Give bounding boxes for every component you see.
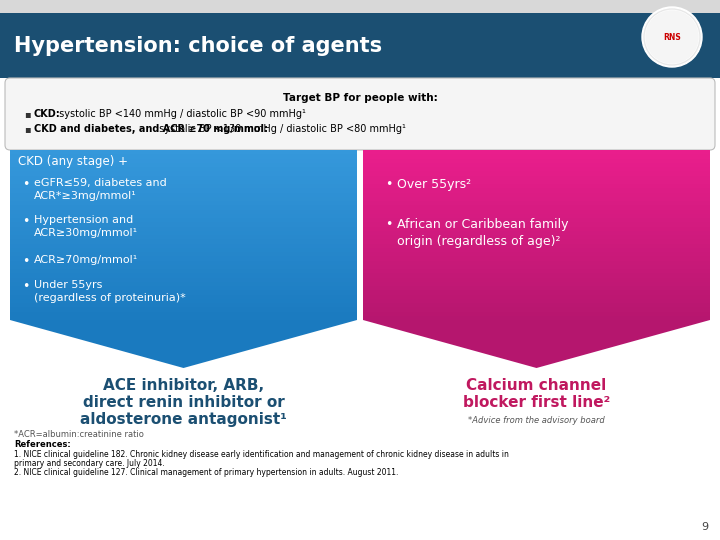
Bar: [363, 197, 710, 201]
Bar: [363, 269, 710, 273]
Bar: [363, 201, 710, 205]
Bar: [363, 299, 710, 303]
Polygon shape: [10, 320, 357, 368]
Bar: [363, 248, 710, 252]
Bar: [10, 278, 357, 282]
Bar: [10, 192, 357, 197]
Text: 9: 9: [701, 522, 708, 532]
Bar: [10, 252, 357, 256]
Bar: [10, 282, 357, 286]
Text: ACE inhibitor, ARB,: ACE inhibitor, ARB,: [103, 378, 264, 393]
Bar: [10, 291, 357, 294]
Bar: [10, 299, 357, 303]
Bar: [363, 278, 710, 282]
Text: systolic BP <130 mmHg / diastolic BP <80 mmHg¹: systolic BP <130 mmHg / diastolic BP <80…: [156, 124, 406, 134]
Text: •: •: [385, 178, 392, 191]
Text: Under 55yrs
(regardless of proteinuria)*: Under 55yrs (regardless of proteinuria)*: [34, 280, 186, 303]
Bar: [363, 167, 710, 171]
Circle shape: [642, 7, 702, 67]
Bar: [363, 294, 710, 299]
Polygon shape: [363, 320, 710, 368]
Bar: [10, 188, 357, 192]
Text: •: •: [22, 280, 30, 293]
Bar: [10, 286, 357, 291]
Text: African or Caribbean family
origin (regardless of age)²: African or Caribbean family origin (rega…: [397, 218, 569, 247]
Bar: [363, 184, 710, 188]
Text: •: •: [22, 215, 30, 228]
Bar: [10, 180, 357, 184]
Bar: [363, 282, 710, 286]
Text: systolic BP <140 mmHg / diastolic BP <90 mmHg¹: systolic BP <140 mmHg / diastolic BP <90…: [56, 109, 306, 119]
Bar: [10, 171, 357, 176]
Bar: [363, 150, 710, 154]
Bar: [10, 239, 357, 244]
Bar: [363, 244, 710, 248]
Bar: [10, 312, 357, 316]
FancyBboxPatch shape: [0, 0, 720, 13]
Bar: [10, 294, 357, 299]
Bar: [363, 303, 710, 307]
Bar: [363, 154, 710, 159]
Text: blocker first line²: blocker first line²: [463, 395, 610, 410]
Bar: [10, 273, 357, 278]
Bar: [10, 150, 357, 154]
Bar: [10, 316, 357, 320]
Bar: [10, 265, 357, 269]
Text: CKD:: CKD:: [34, 109, 60, 119]
Bar: [363, 307, 710, 312]
Bar: [10, 269, 357, 273]
Bar: [10, 226, 357, 231]
Text: direct renin inhibitor or: direct renin inhibitor or: [83, 395, 284, 410]
Bar: [10, 167, 357, 171]
Bar: [363, 163, 710, 167]
Bar: [10, 205, 357, 210]
Bar: [363, 316, 710, 320]
Bar: [363, 239, 710, 244]
Bar: [363, 252, 710, 256]
Text: Hypertension: choice of agents: Hypertension: choice of agents: [14, 36, 382, 56]
Bar: [10, 184, 357, 188]
Text: eGFR≤59, diabetes and
ACR*≥3mg/mmol¹: eGFR≤59, diabetes and ACR*≥3mg/mmol¹: [34, 178, 167, 201]
Text: CKD and diabetes, and ACR ≥70 mg/mmol:: CKD and diabetes, and ACR ≥70 mg/mmol:: [34, 124, 268, 134]
Text: ▪: ▪: [24, 109, 31, 119]
Bar: [363, 210, 710, 214]
Text: 1. NICE clinical guideline 182. Chronic kidney disease early identification and : 1. NICE clinical guideline 182. Chronic …: [14, 450, 509, 459]
Bar: [363, 235, 710, 239]
Bar: [363, 159, 710, 163]
Circle shape: [646, 11, 698, 63]
Text: Hypertension and
ACR≥30mg/mmol¹: Hypertension and ACR≥30mg/mmol¹: [34, 215, 138, 238]
Bar: [363, 256, 710, 260]
Text: Calcium channel: Calcium channel: [467, 378, 607, 393]
Bar: [363, 214, 710, 218]
Bar: [363, 218, 710, 222]
Bar: [363, 291, 710, 294]
Text: ACR≥70mg/mmol¹: ACR≥70mg/mmol¹: [34, 255, 138, 265]
Text: ▪: ▪: [24, 124, 31, 134]
Text: •: •: [385, 218, 392, 231]
FancyBboxPatch shape: [0, 13, 720, 78]
Bar: [10, 307, 357, 312]
Text: 2. NICE clinical guideline 127. Clinical management of primary hypertension in a: 2. NICE clinical guideline 127. Clinical…: [14, 468, 398, 477]
Bar: [10, 303, 357, 307]
Bar: [10, 235, 357, 239]
FancyBboxPatch shape: [5, 78, 715, 150]
Bar: [363, 260, 710, 265]
Bar: [363, 180, 710, 184]
Text: Target BP for people with:: Target BP for people with:: [283, 93, 437, 103]
Text: *Advice from the advisory board: *Advice from the advisory board: [468, 416, 605, 425]
Bar: [10, 248, 357, 252]
Bar: [363, 265, 710, 269]
Text: CKD (any stage) +: CKD (any stage) +: [18, 155, 128, 168]
Bar: [363, 286, 710, 291]
Text: References:: References:: [14, 440, 71, 449]
Bar: [10, 176, 357, 180]
Bar: [363, 192, 710, 197]
Bar: [363, 176, 710, 180]
Bar: [10, 154, 357, 159]
Bar: [10, 197, 357, 201]
Text: *ACR=albumin:creatinine ratio: *ACR=albumin:creatinine ratio: [14, 430, 144, 439]
Bar: [363, 188, 710, 192]
Text: •: •: [22, 178, 30, 191]
Bar: [10, 218, 357, 222]
